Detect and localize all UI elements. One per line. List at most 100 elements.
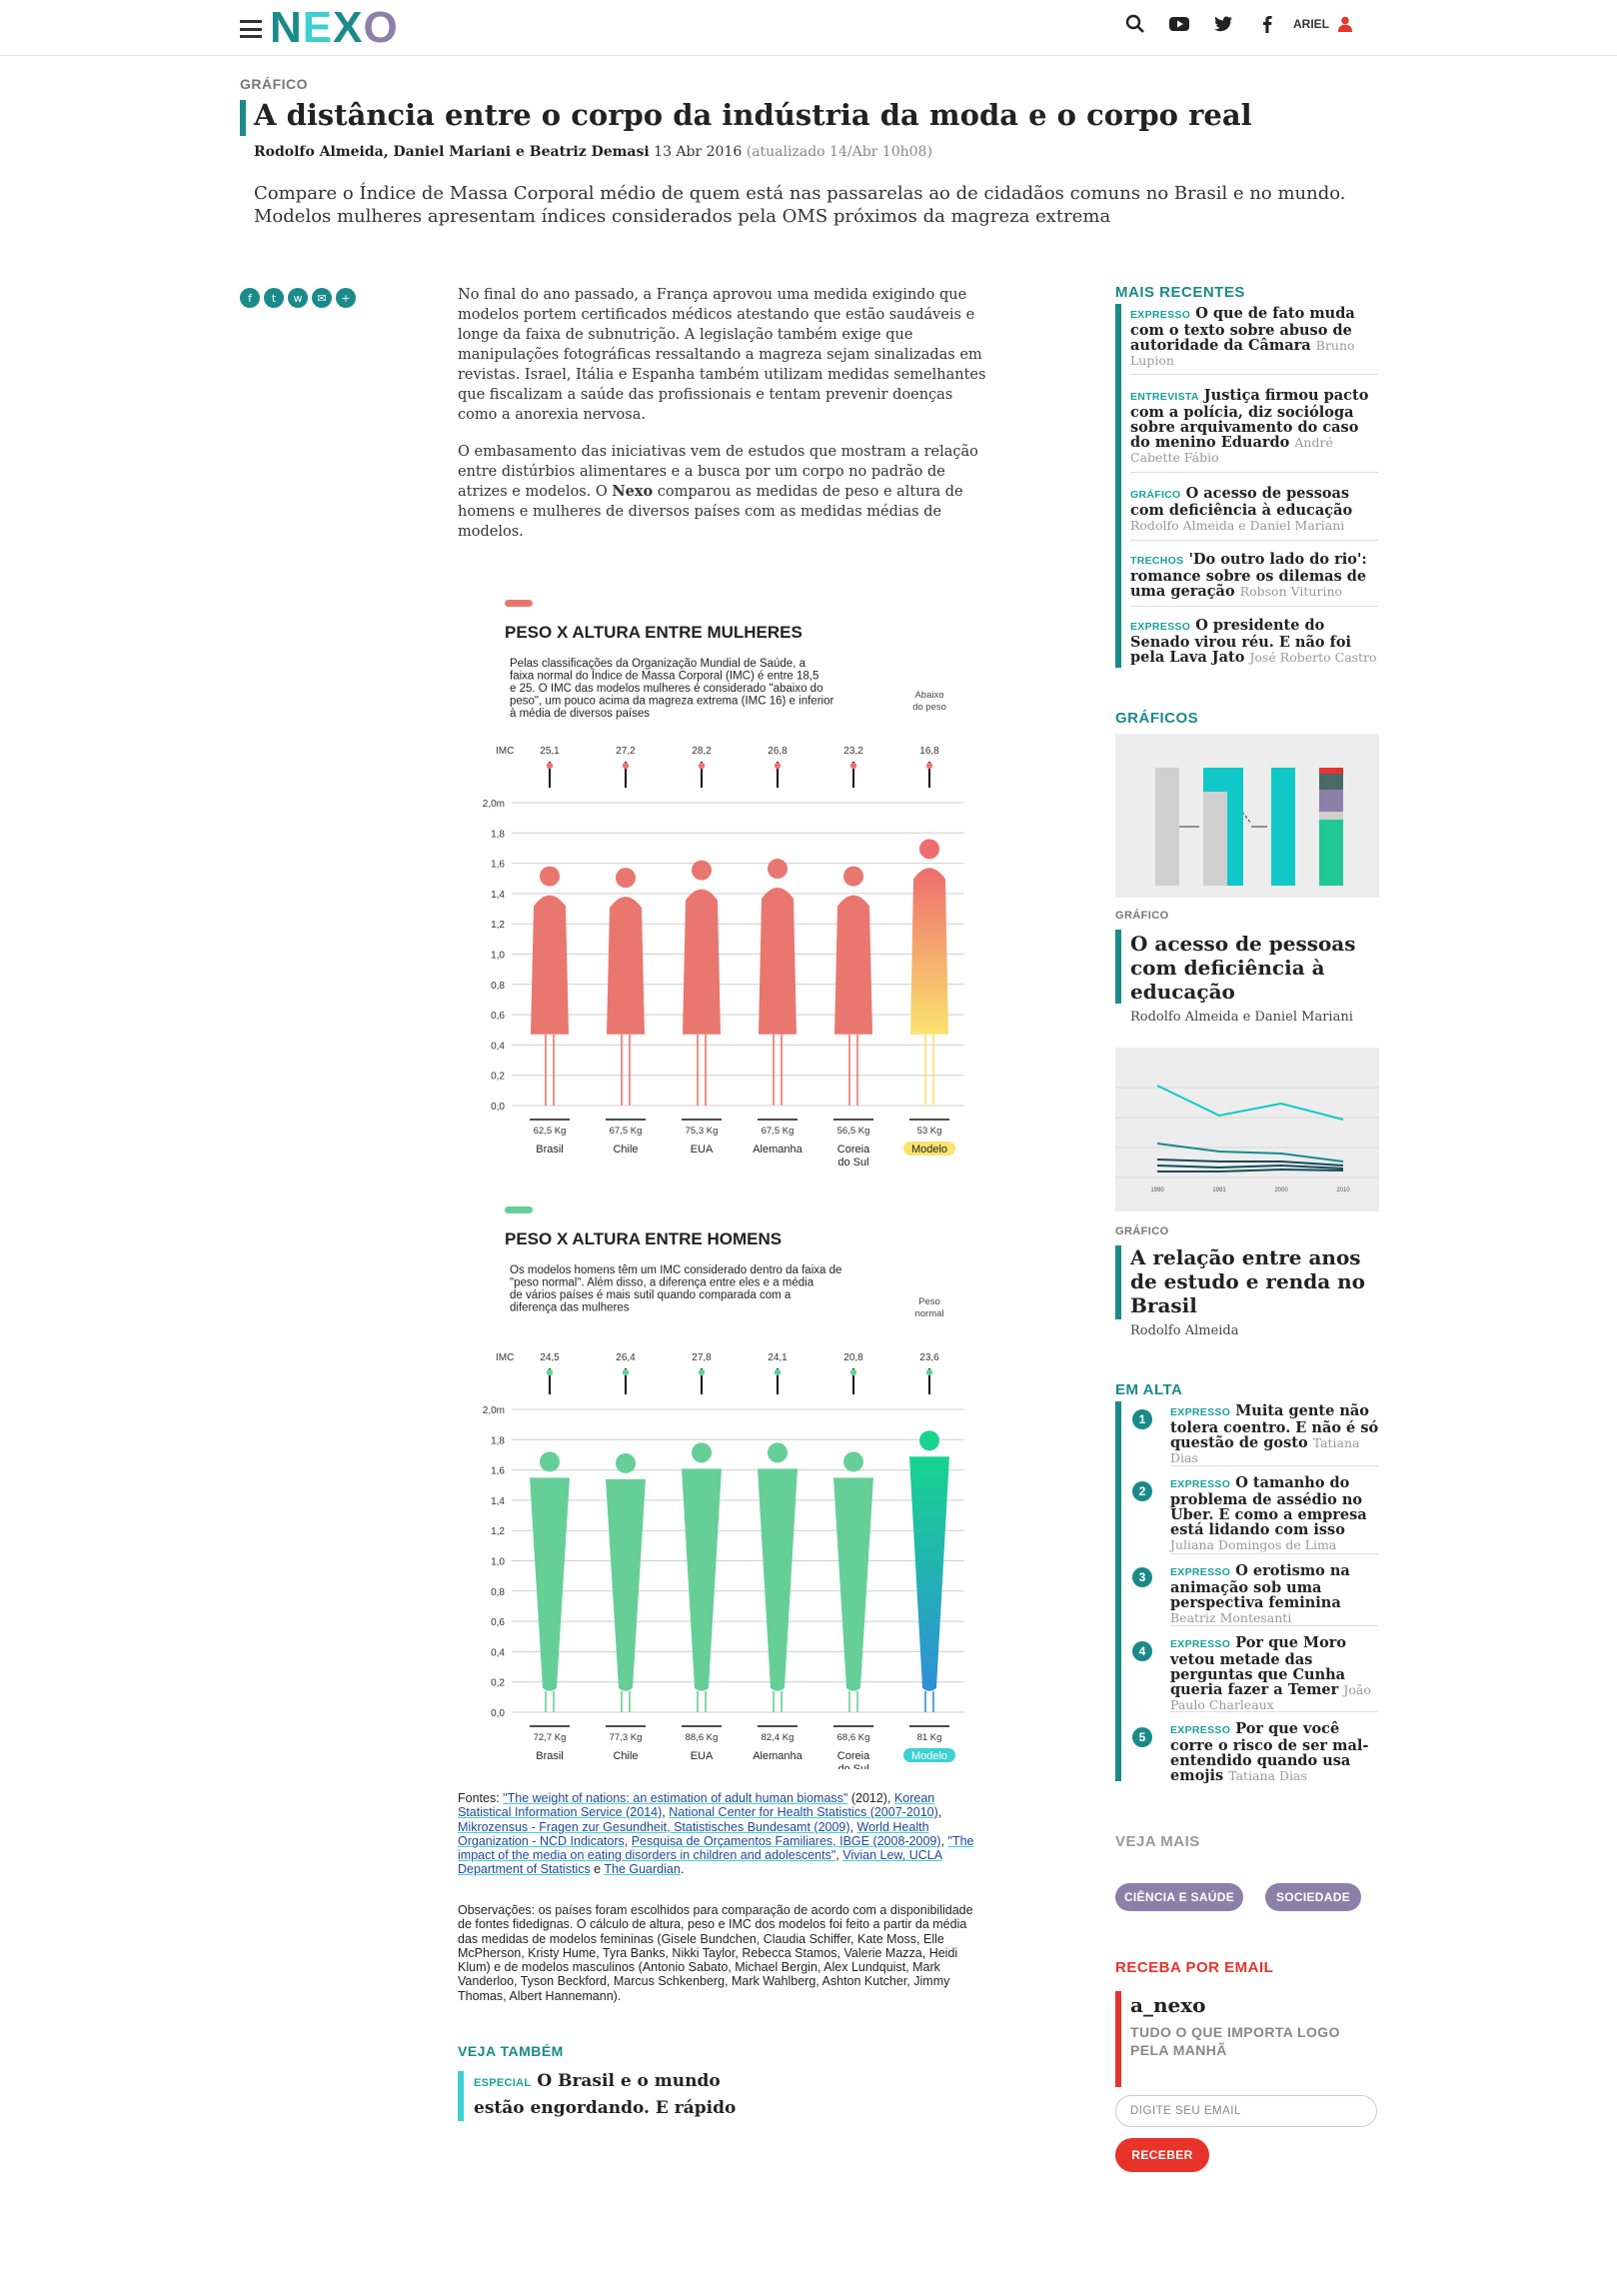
chart-description: faixa normal do Índice de Massa Corporal… — [510, 670, 818, 683]
sources: Fontes: "The weight of nations: an estim… — [458, 1791, 974, 1877]
topic-pill[interactable]: SOCIEDADE — [1265, 1883, 1361, 1911]
y-tick-label: 0,2 — [491, 1072, 505, 1083]
see-also-link[interactable]: ESPECIAL O Brasil e o mundo estão engord… — [474, 2071, 737, 2118]
imc-value: 24,1 — [768, 1352, 788, 1363]
source-link[interactable]: "The impact of the media on eating disor… — [458, 1833, 974, 1863]
imc-label: IMC — [496, 746, 514, 757]
updated-date: (atualizado 14/Abr 10h08) — [746, 144, 932, 160]
email-heading: RECEBA POR EMAIL — [1115, 1959, 1274, 1976]
graph-author: Rodolfo Almeida — [1130, 1323, 1239, 1338]
height-weight-chart: PESO X ALTURA ENTRE MULHERES Pelas classi… — [483, 600, 964, 1769]
search-icon[interactable] — [1123, 12, 1147, 36]
publish-date: 13 Abr 2016 — [654, 144, 743, 160]
trending-item[interactable]: EXPRESSO Muita gente não tolera coentro.… — [1170, 1402, 1379, 1465]
recent-item[interactable]: TRECHOS 'Do outro lado do rio': romance … — [1130, 551, 1367, 600]
imc-marker-dot — [546, 1368, 554, 1376]
y-tick-label: 0,6 — [491, 1011, 505, 1022]
head-dot — [768, 1442, 788, 1463]
recent-item[interactable]: ENTREVISTA Justiça firmou pacto com a po… — [1130, 387, 1369, 465]
email-input[interactable] — [1115, 2095, 1377, 2127]
authors[interactable]: Rodolfo Almeida, Daniel Mariani e Beatri… — [254, 144, 650, 160]
trending-item[interactable]: EXPRESSO O tamanho do problema de assédi… — [1170, 1474, 1367, 1552]
head-dot — [692, 1442, 712, 1463]
nexo-logo[interactable]: NEXO — [270, 3, 399, 52]
source-link[interactable]: Pesquisa de Orçamentos Familiares, IBGE … — [631, 1833, 941, 1848]
category-label: EUA — [691, 1144, 714, 1155]
youtube-icon[interactable] — [1167, 12, 1191, 36]
trending-item[interactable]: EXPRESSO Por que Moro vetou metade das p… — [1170, 1634, 1371, 1712]
recent-heading: MAIS RECENTES — [1115, 284, 1245, 301]
legend-swatch — [505, 1206, 533, 1213]
source-link[interactable]: Vivian Lew, UCLA Department of Statistic… — [458, 1848, 943, 1877]
source-link[interactable]: National Center for Health Statistics (2… — [669, 1805, 938, 1820]
trending-rank: 2 — [1132, 1481, 1152, 1501]
imc-value: 28,2 — [692, 746, 712, 757]
newsletter-name: a_nexo — [1130, 1993, 1206, 2017]
recent-item[interactable]: EXPRESSO O presidente do Senado virou ré… — [1130, 617, 1377, 666]
share-whatsapp-icon[interactable]: w — [288, 288, 308, 308]
y-tick-label: 1,8 — [491, 1435, 505, 1446]
facebook-icon[interactable] — [1255, 12, 1279, 36]
trending-accent-bar — [1115, 1401, 1121, 1781]
chart-description: Pelas classificações da Organização Mund… — [510, 658, 807, 670]
y-tick-label: 1,4 — [491, 1496, 505, 1507]
head-dot — [540, 866, 560, 887]
source-link[interactable]: The Guardian — [604, 1862, 681, 1877]
head-dot — [843, 866, 863, 887]
trending-item[interactable]: EXPRESSO Por que você corre o risco de s… — [1170, 1720, 1369, 1784]
share-more-icon[interactable]: + — [336, 288, 356, 308]
source-link[interactable]: Mikrozensus - Fragen zur Gesundheit, Sta… — [458, 1819, 850, 1834]
imc-value: 23,6 — [919, 1352, 939, 1363]
recent-item[interactable]: EXPRESSO O que de fato muda com o texto … — [1130, 305, 1355, 368]
see-also-accent-bar — [458, 2071, 464, 2121]
y-tick-label: 0,4 — [491, 1647, 505, 1658]
graph-title[interactable]: A relação entre anos de estudo e renda n… — [1130, 1245, 1365, 1317]
head-dot — [692, 860, 712, 881]
share-twitter-icon[interactable]: t — [264, 288, 284, 308]
weight-label: 62,5 Kg — [534, 1126, 567, 1137]
y-tick-label: 1,8 — [491, 829, 505, 840]
menu-icon[interactable] — [240, 20, 262, 38]
weight-label: 67,5 Kg — [762, 1126, 795, 1137]
body-bar — [683, 889, 721, 1035]
receive-button[interactable]: RECEBER — [1115, 2138, 1209, 2172]
user-icon[interactable] — [1333, 12, 1357, 36]
category-label: EUA — [691, 1750, 714, 1762]
recent-item[interactable]: GRÁFICO O acesso de pessoas com deficiên… — [1130, 485, 1353, 533]
source-link[interactable]: World Health Organization - NCD Indicato… — [458, 1819, 929, 1848]
graph-thumbnail-1[interactable] — [1115, 734, 1379, 898]
topic-pill[interactable]: CIÊNCIA E SAÚDE — [1115, 1883, 1243, 1911]
y-tick-label: 2,0m — [483, 1405, 505, 1416]
thumb-year-label: 2000 — [1274, 1187, 1288, 1193]
graph-thumbnail-2[interactable]: 1990 1991 2000 2010 — [1115, 1048, 1379, 1211]
y-tick-label: 0,0 — [491, 1708, 505, 1719]
body-bar — [910, 868, 948, 1035]
body-bar — [758, 1468, 798, 1691]
trending-rank: 4 — [1132, 1641, 1152, 1661]
imc-marker-dot — [849, 762, 857, 770]
annotation-label: Abaixo — [914, 690, 943, 701]
recent-accent-bar — [1115, 304, 1121, 668]
source-link[interactable]: "The weight of nations: an estimation of… — [503, 1791, 848, 1805]
twitter-icon[interactable] — [1211, 12, 1235, 36]
title-accent-bar — [240, 100, 246, 136]
section-label: GRÁFICO — [240, 76, 309, 92]
head-dot — [919, 1430, 939, 1451]
imc-marker-dot — [925, 762, 933, 770]
body-bar — [606, 1478, 646, 1691]
trending-item[interactable]: EXPRESSO O erotismo na animação sob uma … — [1170, 1562, 1350, 1625]
share-email-icon[interactable]: ✉ — [312, 288, 332, 308]
graph-title[interactable]: O acesso de pessoas com deficiência à ed… — [1130, 932, 1356, 1004]
user-name[interactable]: ARIEL — [1293, 17, 1329, 31]
chart-description: diferença das mulheres — [510, 1302, 630, 1314]
y-tick-label: 0,6 — [491, 1617, 505, 1628]
source-link[interactable]: Korean Statistical Information Service (… — [458, 1791, 935, 1820]
weight-label: 56,5 Kg — [837, 1126, 870, 1137]
graph-tag: GRÁFICO — [1115, 1225, 1169, 1237]
category-label: Alemanha — [753, 1750, 803, 1762]
head-dot — [616, 868, 636, 889]
y-tick-label: 0,0 — [491, 1102, 505, 1113]
imc-marker-dot — [849, 1368, 857, 1376]
y-tick-label: 1,2 — [491, 920, 505, 931]
share-facebook-icon[interactable]: f — [240, 288, 260, 308]
